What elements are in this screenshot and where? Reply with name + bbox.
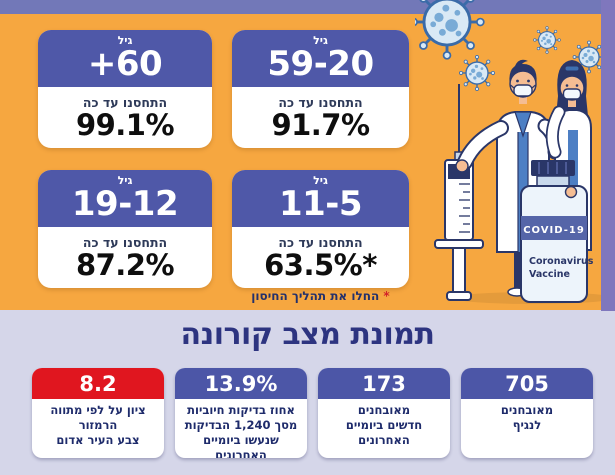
vaccination-card-5-11: גיל 11-5 התחסנו עד כה 63.5%*: [232, 170, 409, 288]
vaccinated-caption: התחסנו עד כה: [82, 234, 168, 250]
medical-illustration: COVID-19 Coronavirus Vaccine: [415, 0, 613, 304]
stat-description: אחוז בדיקות חיוביות מסך 1,240 הבדיקות שנ…: [184, 403, 298, 458]
stat-description: מאובחנים לנגיף: [500, 403, 554, 432]
virus-icon: [415, 0, 486, 61]
stat-value: 13.9%: [175, 368, 307, 399]
virus-icon: [458, 54, 496, 92]
age-range: +60: [87, 44, 163, 85]
vaccination-card-12-19: גיל 19-12 התחסנו עד כה 87.2%: [38, 170, 212, 288]
stat-description: ציון על לפי מתווה הרמזור צבע העיר אדום: [50, 403, 146, 447]
virus-icon: [533, 26, 561, 54]
stat-description: מאובחנים חדשים ביומיים האחרונים: [345, 403, 423, 447]
vaccination-card-20-59: גיל 59-20 התחסנו עד כה 91.7%: [232, 30, 409, 148]
age-caption: גיל: [117, 174, 133, 188]
age-range: 11-5: [278, 184, 363, 225]
stat-box-positive-test-rate: 13.9% אחוז בדיקות חיוביות מסך 1,240 הבדי…: [175, 368, 307, 458]
vaccination-card-60plus: גיל +60 התחסנו עד כה 99.1%: [38, 30, 212, 148]
hand-on-vial: [564, 185, 578, 199]
stat-value: 705: [461, 368, 593, 399]
age-caption: גיל: [313, 174, 328, 188]
footnote-text: החלו את תהליך החיסון: [251, 289, 380, 303]
vaccine-vial: COVID-19 Coronavirus Vaccine: [520, 160, 594, 303]
vaccination-footnote: * החלו את תהליך החיסון: [232, 289, 409, 303]
stat-box-active-cases: 705 מאובחנים לנגיף: [461, 368, 593, 458]
age-range: 59-20: [267, 44, 374, 85]
vaccinated-percent: 87.2%: [75, 247, 175, 282]
coronavirus-label: Coronavirus: [529, 256, 594, 267]
vaccination-cards: גיל +60 התחסנו עד כה 99.1% גיל 59-20 התח…: [38, 30, 409, 288]
stat-box-traffic-light-score: 8.2 ציון על לפי מתווה הרמזור צבע העיר אד…: [32, 368, 164, 458]
stat-box-new-cases: 173 מאובחנים חדשים ביומיים האחרונים: [318, 368, 450, 458]
syringe-icon: [434, 84, 484, 301]
status-title: תמונת מצב קורונה: [180, 317, 435, 352]
side-strip: [601, 0, 615, 311]
age-range: 19-12: [71, 184, 179, 225]
status-stats: 8.2 ציון על לפי מתווה הרמזור צבע העיר אד…: [32, 368, 593, 458]
vaccinated-percent: 63.5%*: [264, 247, 377, 282]
vaccine-label: Vaccine: [529, 269, 570, 280]
status-section: תמונת מצב קורונה 8.2 ציון על לפי מתווה ה…: [0, 310, 615, 475]
stat-value: 8.2: [32, 368, 164, 399]
stat-value: 173: [318, 368, 450, 399]
covid19-label: COVID-19: [523, 225, 585, 236]
vaccinated-percent: 99.1%: [75, 107, 175, 142]
vaccinated-caption: התחסנו עד כה: [82, 94, 168, 110]
vaccinated-caption: התחסנו עד כה: [278, 94, 363, 110]
vaccinated-caption: התחסנו עד כה: [278, 234, 363, 250]
age-caption: גיל: [313, 34, 328, 48]
vaccinated-percent: 91.7%: [271, 107, 370, 142]
age-caption: גיל: [117, 34, 133, 48]
asterisk: *: [383, 289, 390, 303]
